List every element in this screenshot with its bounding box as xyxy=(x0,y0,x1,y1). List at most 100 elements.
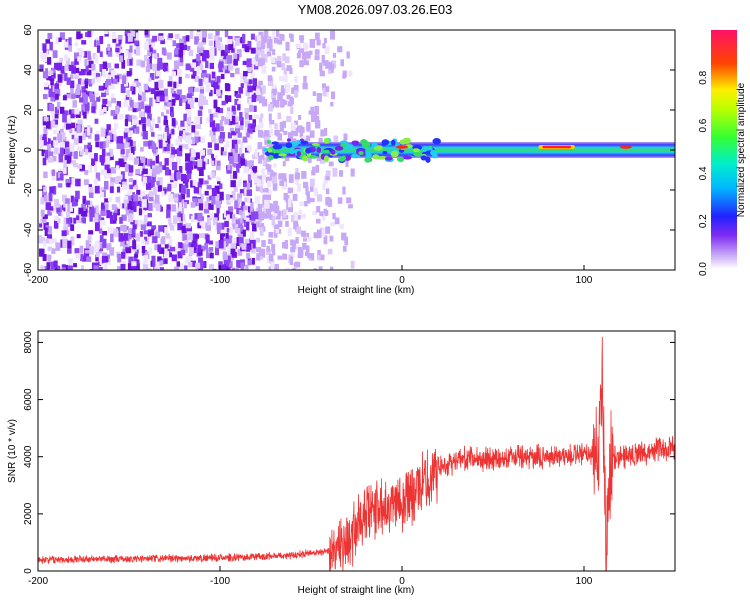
noise-cell xyxy=(181,225,187,234)
noise-cell xyxy=(230,72,235,78)
noise-cell xyxy=(54,198,59,207)
band-blob xyxy=(286,138,291,142)
noise-cell xyxy=(42,191,47,196)
noise-cell xyxy=(43,171,48,179)
noise-cell xyxy=(128,165,134,173)
noise-cell xyxy=(144,41,149,51)
noise-cell xyxy=(184,175,190,183)
noise-cell xyxy=(137,102,141,112)
x-tick-label: 100 xyxy=(576,576,593,587)
noise-cell xyxy=(309,186,314,192)
noise-cell xyxy=(154,81,160,91)
noise-cell xyxy=(206,196,211,203)
noise-cell xyxy=(183,113,187,122)
noise-cell xyxy=(250,211,256,221)
noise-cell xyxy=(57,74,63,83)
noise-cell xyxy=(61,146,67,155)
noise-cell xyxy=(210,153,215,159)
noise-cell xyxy=(330,266,334,270)
noise-cell xyxy=(125,49,129,57)
noise-cell xyxy=(130,201,136,207)
noise-cell xyxy=(284,240,289,249)
noise-cell xyxy=(178,165,183,174)
noise-cell xyxy=(184,240,189,247)
noise-cell xyxy=(235,37,240,46)
noise-cell xyxy=(41,209,45,217)
noise-cell xyxy=(57,172,62,178)
noise-cell xyxy=(197,158,203,168)
noise-cell xyxy=(40,197,45,205)
noise-cell xyxy=(96,76,101,83)
noise-cell xyxy=(131,86,136,95)
noise-cell xyxy=(46,76,52,81)
noise-cell xyxy=(54,88,61,97)
noise-cell xyxy=(171,98,176,106)
noise-cell xyxy=(208,89,213,97)
noise-cell xyxy=(333,135,338,144)
noise-cell xyxy=(214,154,218,160)
noise-cell xyxy=(139,207,146,214)
colorbar-ticks: 0.00.20.40.60.8 xyxy=(698,70,709,276)
noise-cell xyxy=(61,204,66,212)
noise-cell xyxy=(109,155,114,161)
noise-cell xyxy=(143,194,148,201)
band-blob xyxy=(422,146,430,153)
noise-cell xyxy=(125,248,132,254)
noise-cell xyxy=(149,97,153,107)
noise-cell xyxy=(163,105,167,111)
noise-cell xyxy=(220,222,225,230)
noise-cell xyxy=(206,185,212,190)
band-blob xyxy=(330,149,336,155)
noise-cell xyxy=(234,98,239,106)
noise-cell xyxy=(41,149,46,157)
noise-cell xyxy=(194,152,200,161)
noise-cell xyxy=(47,57,52,65)
noise-cell xyxy=(297,246,302,252)
colorbar-tick-label: 0.4 xyxy=(698,166,709,180)
band-blob xyxy=(344,143,354,150)
noise-cell xyxy=(63,110,69,116)
noise-cell xyxy=(76,215,80,221)
noise-cell xyxy=(208,203,214,210)
noise-cell xyxy=(255,185,261,192)
noise-cell xyxy=(216,89,221,96)
noise-cell xyxy=(224,144,228,152)
noise-cell xyxy=(43,240,47,248)
noise-cell xyxy=(54,223,59,229)
noise-cell xyxy=(271,244,276,252)
noise-cell xyxy=(146,181,152,190)
noise-cell xyxy=(71,93,75,100)
noise-cell xyxy=(141,245,146,254)
noise-cell xyxy=(270,262,275,270)
noise-cell xyxy=(240,229,246,237)
noise-cell xyxy=(231,217,238,226)
noise-cell xyxy=(199,178,203,185)
noise-cell xyxy=(79,164,85,171)
noise-cell xyxy=(63,141,70,148)
noise-cell xyxy=(174,193,180,200)
noise-cell xyxy=(105,84,110,94)
noise-cell xyxy=(164,258,168,264)
band-blob xyxy=(340,143,347,147)
noise-cell xyxy=(121,142,125,152)
noise-cell xyxy=(40,265,44,270)
noise-cell xyxy=(50,97,55,102)
noise-cell xyxy=(312,166,316,176)
band-blob xyxy=(384,156,393,161)
noise-cell xyxy=(117,35,123,42)
noise-cell xyxy=(189,65,195,72)
noise-cell xyxy=(134,220,139,228)
noise-cell xyxy=(171,162,178,171)
noise-cell xyxy=(247,85,253,93)
noise-cell xyxy=(181,184,186,194)
noise-cell xyxy=(196,262,201,269)
noise-cell xyxy=(48,192,53,202)
noise-cell xyxy=(96,45,101,53)
noise-cell xyxy=(238,147,243,155)
noise-cell xyxy=(125,137,130,147)
noise-cell xyxy=(38,235,43,244)
noise-cell xyxy=(256,221,260,228)
noise-cell xyxy=(99,235,104,242)
noise-cell xyxy=(71,201,77,207)
noise-cell xyxy=(144,97,148,102)
